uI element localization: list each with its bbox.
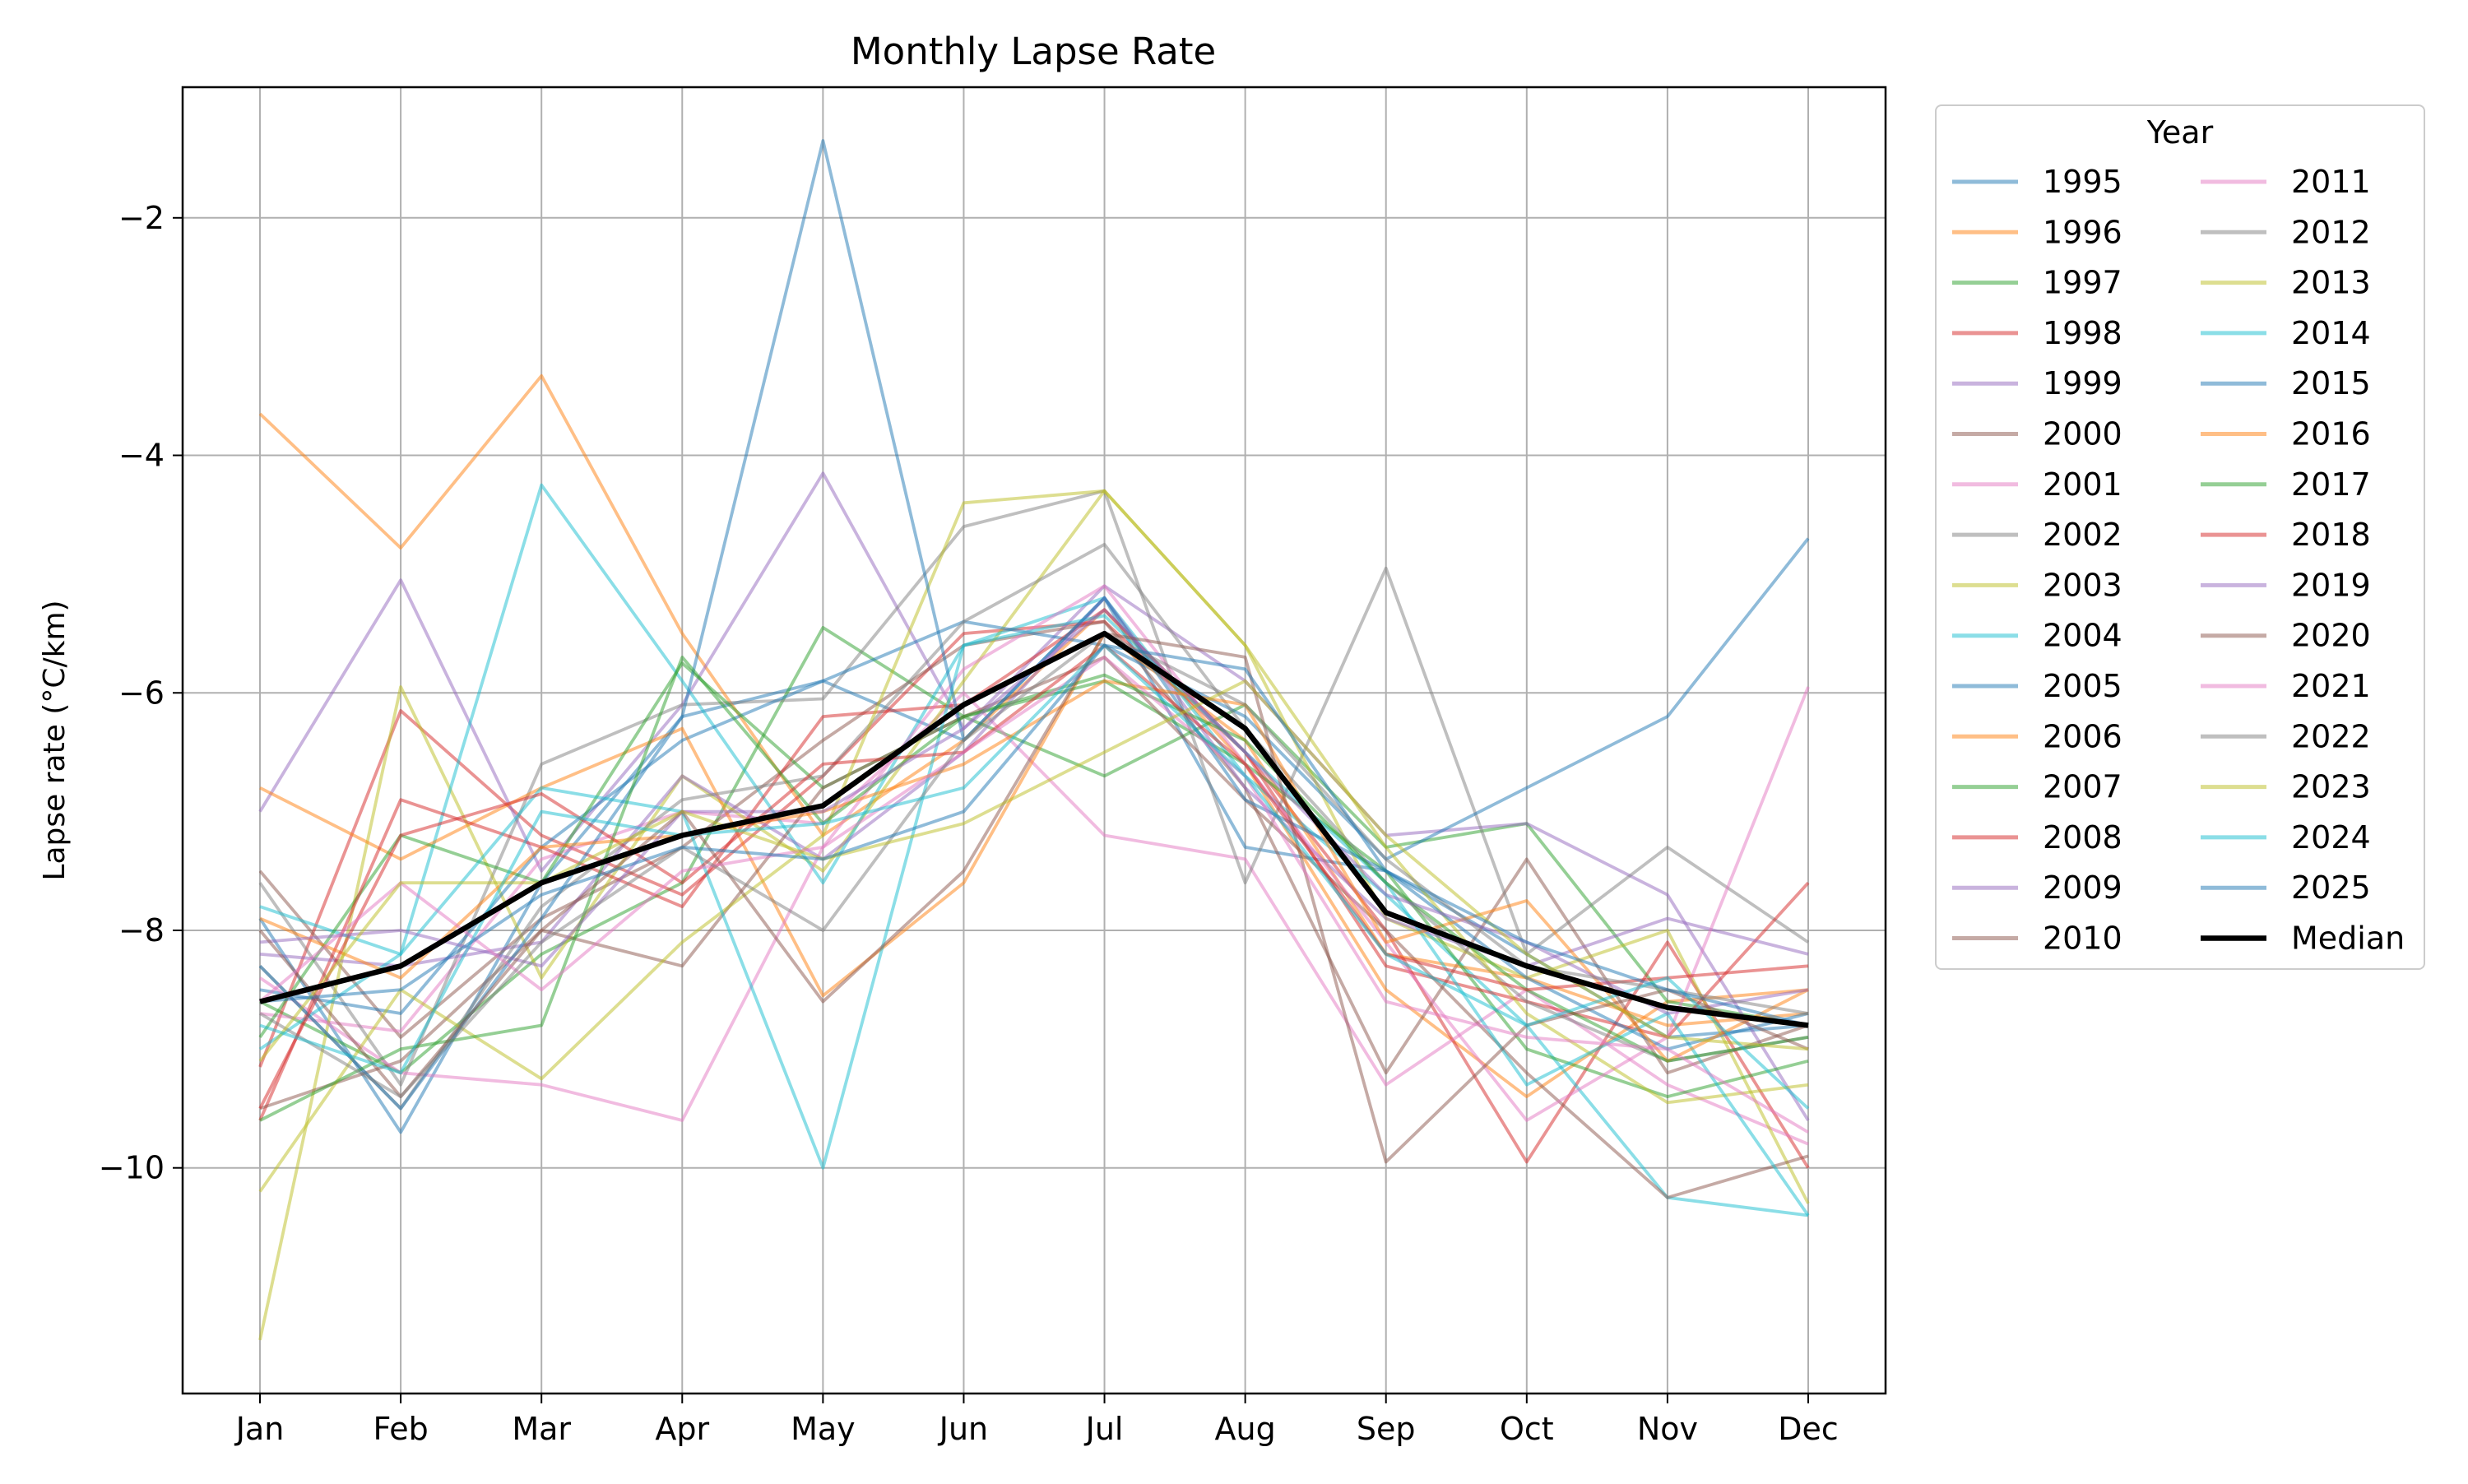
x-tick-label: Mar xyxy=(512,1411,571,1447)
legend-label-1998: 1998 xyxy=(2043,315,2122,351)
legend-label-2009: 2009 xyxy=(2043,870,2122,906)
x-tick-label: Apr xyxy=(655,1411,709,1447)
legend-label-2016: 2016 xyxy=(2291,416,2371,452)
y-axis-ticks: −10 −8 −6 −4 −2 xyxy=(99,200,183,1186)
series-line-2023 xyxy=(258,679,1809,1062)
series-line-2013 xyxy=(258,489,1809,1193)
series-line-2018 xyxy=(258,643,1809,1110)
legend-label-2022: 2022 xyxy=(2291,718,2371,754)
legend-label-2021: 2021 xyxy=(2291,668,2371,704)
legend-label-2010: 2010 xyxy=(2043,921,2122,957)
series-line-2001 xyxy=(259,691,1809,1146)
legend-label-2019: 2019 xyxy=(2291,567,2371,603)
x-tick-label: Jun xyxy=(938,1411,988,1447)
legend-label-2007: 2007 xyxy=(2043,769,2122,805)
x-tick-label: May xyxy=(791,1411,856,1447)
series-line-2004 xyxy=(259,483,1809,1217)
series-line-2015 xyxy=(258,139,1809,1111)
legend-label-2008: 2008 xyxy=(2043,819,2122,856)
chart-title: Monthly Lapse Rate xyxy=(851,30,1216,73)
y-tick-label: −8 xyxy=(118,912,165,948)
plot-frame xyxy=(181,86,1887,1395)
x-tick-label: Feb xyxy=(373,1411,428,1447)
legend-label-1997: 1997 xyxy=(2043,265,2122,301)
legend-label-2015: 2015 xyxy=(2291,365,2371,401)
legend-label-2012: 2012 xyxy=(2291,214,2371,250)
series-line-2017 xyxy=(259,656,1809,1122)
x-tick-label: Aug xyxy=(1215,1411,1276,1447)
x-tick-label: Oct xyxy=(1500,1411,1554,1447)
legend-label-2004: 2004 xyxy=(2043,618,2122,654)
series-line-2021 xyxy=(258,656,1809,1134)
x-tick-label: Jan xyxy=(234,1411,285,1447)
legend-label-1999: 1999 xyxy=(2043,365,2122,401)
series-line-median xyxy=(259,630,1809,1028)
x-axis-ticks: Jan Feb Mar Apr May Jun Jul Aug Sep Oct Nov Dec xyxy=(234,1394,1839,1447)
grid-lines xyxy=(183,87,1886,1394)
legend-label-2020: 2020 xyxy=(2291,618,2371,654)
series-line-2009 xyxy=(259,596,1809,968)
legend-frame xyxy=(1935,104,2425,970)
series-line-2016 xyxy=(259,679,1809,1063)
x-tick-label: Nov xyxy=(1637,1411,1698,1447)
y-tick-label: −10 xyxy=(99,1150,165,1186)
series-line-2005 xyxy=(259,537,1810,1015)
series-line-1997 xyxy=(259,626,1809,1075)
legend-label-2025: 2025 xyxy=(2291,870,2371,906)
legend: Year 1995 1996 1997 1998 1999 2000 2001 2002 200… xyxy=(1935,104,2425,970)
legend-label-median: Median xyxy=(2291,921,2405,957)
legend-label-2000: 2000 xyxy=(2043,416,2122,452)
series-lines xyxy=(258,139,1810,1341)
y-tick-label: −6 xyxy=(118,675,165,711)
legend-label-2011: 2011 xyxy=(2291,164,2371,200)
legend-label-1996: 1996 xyxy=(2043,214,2122,250)
legend-label-2003: 2003 xyxy=(2043,567,2122,603)
legend-label-2018: 2018 xyxy=(2291,517,2371,553)
series-line-2008 xyxy=(258,608,1810,1121)
legend-title: Year xyxy=(2146,114,2214,151)
series-line-2022 xyxy=(259,632,1809,1098)
legend-label-2013: 2013 xyxy=(2291,265,2371,301)
y-axis-label: Lapse rate (°C/km) xyxy=(38,600,72,880)
legend-label-2023: 2023 xyxy=(2291,769,2371,805)
legend-label-1995: 1995 xyxy=(2043,164,2122,200)
x-tick-label: Sep xyxy=(1357,1411,1416,1447)
legend-label-2017: 2017 xyxy=(2291,466,2371,503)
legend-label-2024: 2024 xyxy=(2291,819,2371,856)
legend-label-2002: 2002 xyxy=(2043,517,2122,553)
legend-label-2001: 2001 xyxy=(2043,466,2122,503)
y-tick-label: −2 xyxy=(118,200,165,236)
series-line-2014 xyxy=(258,614,1810,1217)
legend-label-2006: 2006 xyxy=(2043,718,2122,754)
y-tick-label: −4 xyxy=(118,438,165,474)
series-line-2020 xyxy=(258,632,1809,1164)
legend-label-2014: 2014 xyxy=(2291,315,2371,351)
series-line-2025 xyxy=(259,643,1809,1027)
x-tick-label: Dec xyxy=(1778,1411,1839,1447)
series-line-2011 xyxy=(258,584,1810,1122)
series-line-2024 xyxy=(259,643,1810,1110)
series-line-2012 xyxy=(258,542,1809,1111)
x-tick-label: Jul xyxy=(1084,1411,1124,1447)
legend-label-2005: 2005 xyxy=(2043,668,2122,704)
